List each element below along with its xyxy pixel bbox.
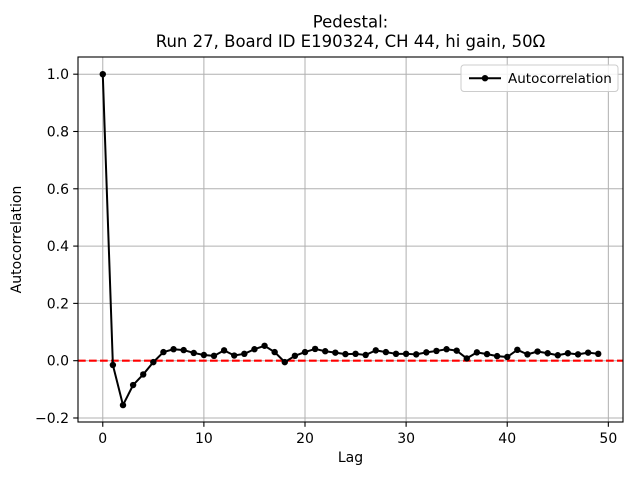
- y-axis-tick-label: 0.0: [47, 354, 69, 370]
- plot-grid: [78, 57, 623, 422]
- chart-title-line1: Pedestal:: [313, 13, 388, 32]
- y-axis-tick-label: 0.8: [47, 124, 69, 140]
- data-point-marker: [140, 371, 147, 378]
- data-point-marker: [160, 348, 167, 356]
- data-point-marker: [554, 352, 561, 359]
- data-point-marker: [301, 348, 309, 356]
- data-point-marker: [595, 350, 602, 358]
- data-point-marker: [291, 352, 299, 360]
- data-point-marker: [493, 352, 501, 360]
- autocorrelation-series: [99, 70, 602, 409]
- data-point-marker: [524, 351, 531, 358]
- data-point-marker: [190, 349, 197, 357]
- x-axis-tick-label: 30: [397, 431, 415, 447]
- data-point-marker: [109, 361, 117, 369]
- data-point-marker: [392, 350, 400, 358]
- data-point-marker: [119, 401, 127, 409]
- plot-border: [77, 56, 624, 423]
- data-point-marker: [534, 348, 541, 355]
- data-point-marker: [281, 358, 288, 366]
- x-axis-tick-label: 20: [296, 431, 314, 447]
- data-point-marker: [251, 346, 258, 353]
- data-point-marker: [241, 350, 248, 358]
- data-point-marker: [129, 381, 137, 389]
- data-point-marker: [413, 351, 420, 358]
- data-point-marker: [544, 350, 551, 357]
- data-point-marker: [220, 347, 228, 354]
- data-point-marker: [402, 350, 410, 358]
- legend: Autocorrelation: [460, 64, 619, 92]
- x-axis-tick-label: 0: [98, 431, 107, 447]
- x-axis-tick-label: 10: [195, 431, 213, 447]
- data-point-marker: [564, 350, 572, 357]
- data-point-marker: [322, 348, 329, 355]
- y-axis-tick-label: 0.2: [47, 296, 69, 312]
- data-point-marker: [483, 350, 491, 358]
- data-point-marker: [504, 353, 511, 361]
- data-point-marker: [574, 351, 582, 358]
- y-axis-tick-label: −0.2: [35, 411, 69, 427]
- axis-ticks: 0 10 20 30 40 50 −0.2 0.0 0.2 0.4 0.6 0.8 1.0: [35, 67, 617, 447]
- data-point-marker: [150, 358, 157, 366]
- data-point-marker: [342, 350, 349, 358]
- autocorrelation-line: [101, 74, 599, 407]
- data-point-marker: [99, 70, 106, 78]
- data-point-marker: [382, 348, 390, 356]
- legend-box: [460, 64, 619, 92]
- data-point-marker: [463, 355, 470, 362]
- y-axis-tick-label: 0.6: [47, 182, 69, 198]
- chart-title-line2: Run 27, Board ID E190324, CH 44, hi gain…: [156, 32, 546, 51]
- data-point-marker: [170, 346, 177, 353]
- data-point-marker: [473, 349, 481, 356]
- data-point-marker: [584, 349, 592, 356]
- x-axis-tick-label: 50: [599, 431, 617, 447]
- data-point-marker: [332, 349, 339, 356]
- data-point-marker: [453, 347, 460, 354]
- y-axis-label: Autocorrelation: [9, 186, 25, 294]
- y-axis-tick-label: 0.4: [47, 239, 69, 255]
- data-point-marker: [423, 349, 430, 356]
- data-point-marker: [271, 348, 278, 356]
- data-point-marker: [311, 345, 319, 353]
- legend-marker-sample: [481, 75, 489, 82]
- data-point-marker: [200, 351, 208, 359]
- data-point-marker: [180, 346, 187, 354]
- data-point-marker: [443, 346, 450, 353]
- x-axis-tick-label: 40: [498, 431, 516, 447]
- y-axis-tick-label: 1.0: [47, 67, 69, 83]
- x-axis-label: Lag: [338, 450, 363, 466]
- data-point-marker: [210, 352, 218, 360]
- data-point-marker: [372, 347, 379, 354]
- data-point-marker: [231, 352, 238, 359]
- legend-label: Autocorrelation: [508, 71, 612, 87]
- data-point-marker: [362, 351, 369, 359]
- data-point-marker: [514, 346, 521, 354]
- data-point-marker: [433, 347, 440, 355]
- data-point-marker: [352, 350, 359, 358]
- data-point-marker: [261, 342, 268, 349]
